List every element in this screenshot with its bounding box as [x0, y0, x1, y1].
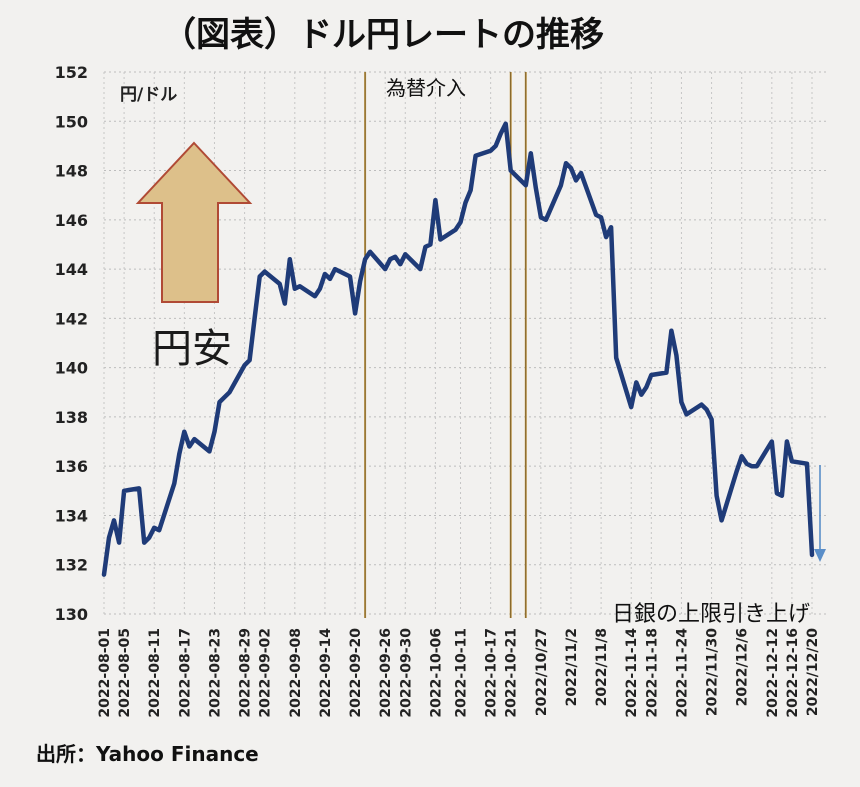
- y-tick-label-0: 130: [55, 605, 88, 624]
- x-tick-label-7: 2022-09-08: [288, 628, 304, 718]
- x-tick-label-15: 2022-10-21: [504, 628, 520, 718]
- y-tick-label-11: 152: [55, 63, 88, 82]
- x-tick-label-25: 2022-12-16: [785, 628, 801, 718]
- y-tick-label-8: 146: [55, 211, 88, 230]
- x-tick-label-11: 2022-09-30: [398, 628, 414, 718]
- y-tick-label-10: 150: [55, 112, 88, 131]
- up-arrow-icon: [135, 141, 253, 303]
- yen-weak-label: 円安: [152, 326, 232, 372]
- x-tick-label-13: 2022-10-11: [454, 628, 470, 718]
- y-tick-label-4: 138: [55, 408, 88, 427]
- x-tick-label-22: 2022/11/30: [705, 628, 721, 716]
- source-label: 出所：Yahoo Finance: [36, 742, 259, 766]
- intervention-label: 為替介入: [386, 76, 466, 100]
- y-tick-label-2: 134: [55, 506, 88, 525]
- x-tick-label-16: 2022/10/27: [534, 628, 550, 716]
- down-arrow-icon: [814, 465, 826, 562]
- series-line-usdjpy: [101, 121, 815, 577]
- x-tick-label-1: 2022-08-05: [117, 628, 133, 718]
- y-tick-labels: 130 132 134 136 138 140 142 144 146 148 150 152: [55, 63, 88, 624]
- x-tick-label-5: 2022-08-29: [238, 628, 254, 718]
- intervention-lines: [364, 72, 527, 618]
- x-tick-label-8: 2022-09-14: [318, 628, 334, 718]
- y-tick-label-3: 136: [55, 457, 88, 476]
- x-tick-label-21: 2022-11-24: [674, 628, 690, 718]
- x-tick-label-6: 2022-09-02: [258, 628, 274, 718]
- x-tick-label-24: 2022-12-12: [765, 628, 781, 718]
- x-tick-label-2: 2022-08-11: [147, 628, 163, 718]
- x-tick-label-9: 2022-09-20: [348, 628, 364, 718]
- y-tick-label-6: 142: [55, 309, 88, 328]
- y-tick-label-5: 140: [55, 359, 88, 378]
- x-tick-label-18: 2022/11/8: [594, 628, 610, 706]
- x-tick-label-19: 2022-11-14: [624, 628, 640, 718]
- x-tick-label-17: 2022/11/2: [564, 628, 580, 706]
- boj-label: 日銀の上限引き上げ: [612, 602, 810, 627]
- x-tick-label-14: 2022-10-17: [484, 628, 500, 718]
- x-tick-label-10: 2022-09-26: [378, 628, 394, 718]
- y-tick-label-9: 148: [55, 162, 88, 181]
- y-tick-label-7: 144: [55, 260, 88, 279]
- x-tick-label-26: 2022/12/20: [805, 628, 821, 716]
- chart-title: （図表）ドル円レートの推移: [162, 15, 604, 55]
- x-tick-label-20: 2022-11-18: [644, 628, 660, 718]
- x-tick-label-4: 2022-08-23: [207, 628, 223, 718]
- x-tick-label-0: 2022-08-01: [97, 628, 113, 718]
- y-tick-label-1: 132: [55, 556, 88, 575]
- x-tick-label-23: 2022/12/6: [735, 628, 751, 706]
- x-tick-label-3: 2022-08-17: [177, 628, 193, 718]
- x-tick-label-12: 2022-10-06: [428, 628, 444, 718]
- y-axis-unit-label: 円/ドル: [120, 85, 177, 105]
- x-tick-labels: 2022-08-01 2022-08-05 2022-08-11 2022-08-17…: [97, 628, 821, 718]
